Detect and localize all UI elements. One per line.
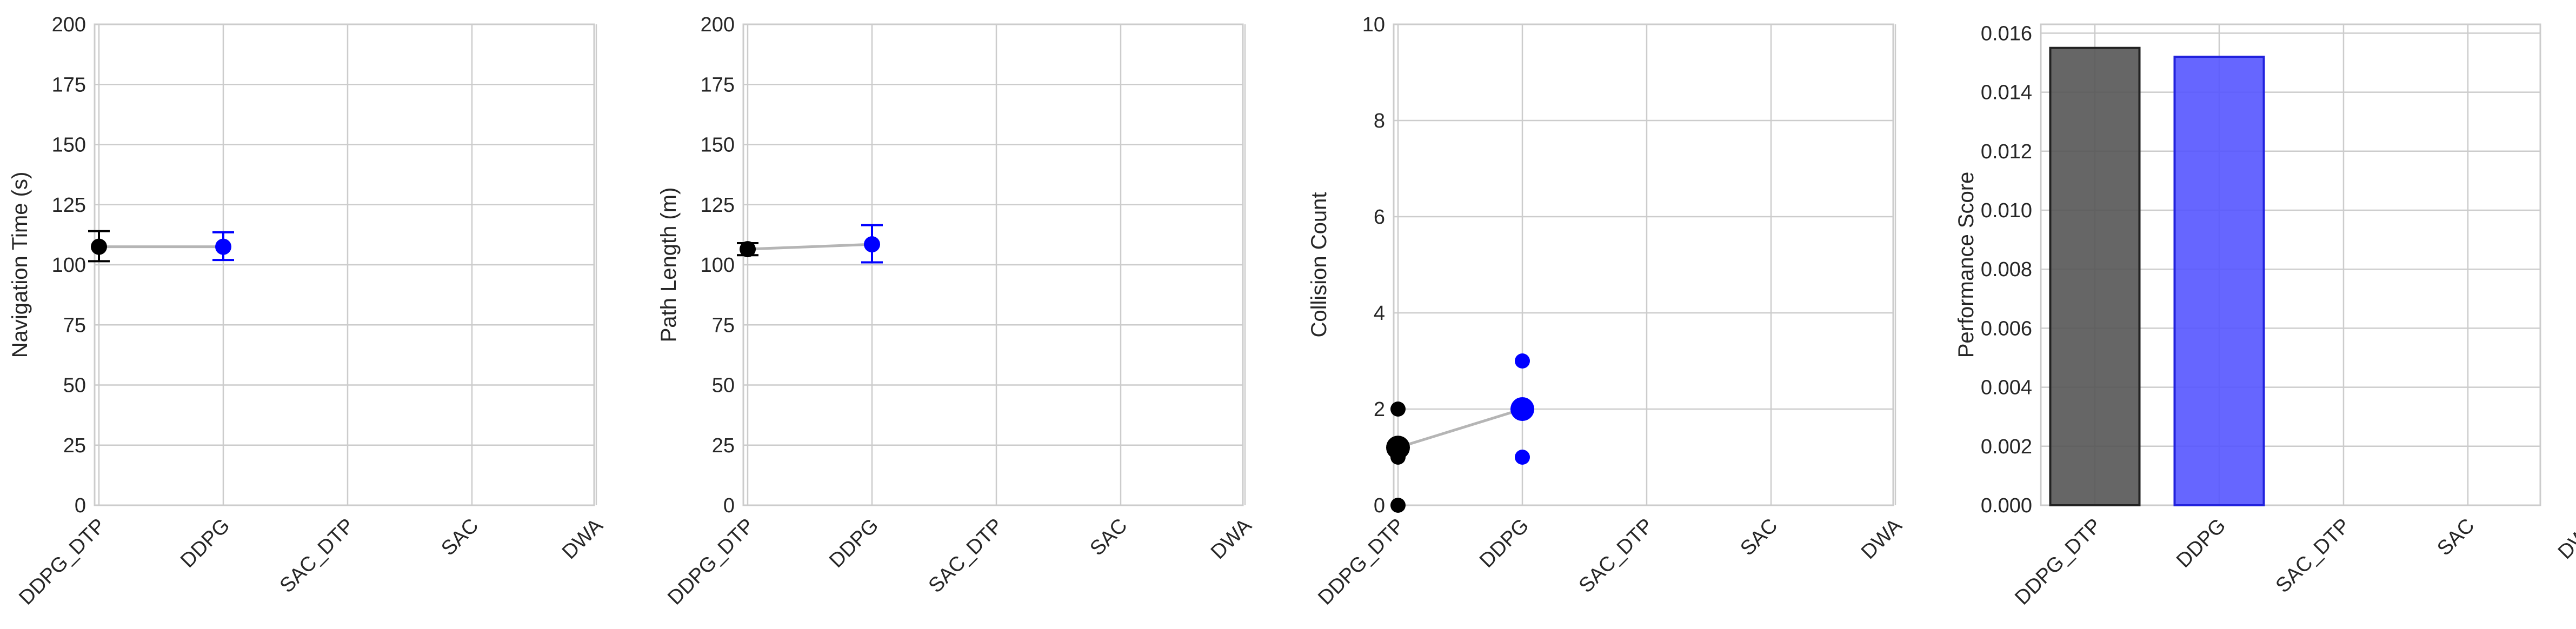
mean-trend-line xyxy=(1397,407,1523,449)
y-tick-label: 50 xyxy=(712,374,735,397)
performance-score-chart: 0.000 0.002 0.004 0.006 0.008 0.010 0.012 0.014… xyxy=(1954,22,2576,609)
y-tick-label: 0.006 xyxy=(1981,317,2032,340)
y-axis-label: Navigation Time (s) xyxy=(8,172,32,358)
y-tick-label: 0.008 xyxy=(1981,258,2032,281)
mean-point-ddpg-dtp xyxy=(1386,436,1410,460)
bar-ddpg xyxy=(2173,56,2265,507)
x-tick-label: SAC xyxy=(1736,514,1782,560)
y-tick-label: 8 xyxy=(1374,110,1385,132)
x-tick-label: DDPG_DTP xyxy=(1314,514,1409,610)
y-tick-label: 0.000 xyxy=(1981,494,2032,517)
x-tick-label: SAC xyxy=(437,514,483,560)
y-tick-label: 2 xyxy=(1374,398,1385,421)
x-tick-label: SAC xyxy=(2433,514,2479,560)
y-tick-label: 75 xyxy=(712,314,735,337)
x-tick-label: DDPG xyxy=(825,514,883,572)
sample-point-ddpg xyxy=(1515,353,1530,369)
y-tick-label: 0 xyxy=(1374,494,1385,517)
collision-count-chart: 0 2 4 6 8 10 DDPG_DTP DDPG SAC_DTP SAC DWA Collisio… xyxy=(1307,14,1907,610)
x-tick-label: SAC xyxy=(1086,514,1131,560)
x-tick-label: DWA xyxy=(1207,514,1256,564)
y-tick-label: 150 xyxy=(701,134,735,157)
y-tick-label: 125 xyxy=(52,194,86,217)
y-axis-label: Path Length (m) xyxy=(657,188,681,343)
x-tick-label: DDPG xyxy=(2172,514,2230,572)
mean-point-ddpg-dtp xyxy=(91,238,107,255)
y-tick-label: 200 xyxy=(52,14,86,36)
x-tick-label: DDPG xyxy=(1475,514,1533,572)
y-tick-label: 50 xyxy=(63,374,86,397)
y-tick-label: 0.004 xyxy=(1981,377,2032,399)
mean-point-ddpg xyxy=(1510,397,1534,421)
y-tick-label: 100 xyxy=(701,254,735,277)
sample-point-ddpg-dtp xyxy=(1390,402,1406,417)
sample-point-ddpg xyxy=(1515,450,1530,465)
y-tick-label: 150 xyxy=(52,134,86,157)
y-tick-label: 0.016 xyxy=(1981,22,2032,45)
plot-frame xyxy=(2040,23,2541,506)
y-tick-label: 175 xyxy=(52,73,86,96)
x-tick-label: DWA xyxy=(2554,514,2576,564)
x-tick-label: SAC_DTP xyxy=(924,514,1008,598)
y-tick-label: 0.012 xyxy=(1981,140,2032,163)
y-tick-label: 0.002 xyxy=(1981,436,2032,458)
mean-point-ddpg xyxy=(864,236,880,253)
y-tick-label: 6 xyxy=(1374,206,1385,229)
y-axis-label: Collision Count xyxy=(1307,192,1331,337)
y-tick-label: 4 xyxy=(1374,302,1385,325)
mean-point-ddpg xyxy=(215,238,231,255)
x-tick-label: DDPG_DTP xyxy=(15,514,110,610)
x-tick-label: SAC_DTP xyxy=(2272,514,2355,598)
y-tick-label: 200 xyxy=(701,14,735,36)
y-tick-label: 75 xyxy=(63,314,86,337)
mean-point-ddpg-dtp xyxy=(740,241,756,258)
y-tick-label: 0 xyxy=(75,494,86,517)
x-tick-label: DDPG xyxy=(176,514,234,572)
x-tick-label: DDPG_DTP xyxy=(663,514,758,610)
y-tick-label: 0 xyxy=(723,494,735,517)
plot-frame xyxy=(742,23,1244,506)
path-length-chart: 0 25 50 75 100 125 150 175 200 DDPG_DTP DDPG SAC_DT… xyxy=(657,14,1256,610)
y-tick-label: 25 xyxy=(63,434,86,457)
navigation-time-chart: 0 25 50 75 100 125 150 175 200 DDPG_DTP DDPG SAC_DT… xyxy=(8,14,608,610)
bar-ddpg-dtp xyxy=(2049,46,2141,507)
x-tick-label: SAC_DTP xyxy=(276,514,359,598)
plot-frame xyxy=(94,23,595,506)
y-tick-label: 100 xyxy=(52,254,86,277)
y-tick-label: 25 xyxy=(712,434,735,457)
y-tick-label: 0.014 xyxy=(1981,82,2032,104)
x-tick-label: SAC_DTP xyxy=(1575,514,1658,598)
y-tick-label: 10 xyxy=(1362,14,1385,36)
x-tick-label: DDPG_DTP xyxy=(2011,514,2106,610)
sample-point-ddpg-dtp xyxy=(1390,498,1406,513)
x-tick-label: DWA xyxy=(558,514,608,564)
y-axis-label: Performance Score xyxy=(1954,172,1978,358)
y-tick-label: 175 xyxy=(701,73,735,96)
y-tick-label: 125 xyxy=(701,194,735,217)
mean-trend-line xyxy=(747,243,873,251)
y-tick-label: 0.010 xyxy=(1981,199,2032,222)
plot-frame xyxy=(1393,23,1894,506)
x-tick-label: DWA xyxy=(1857,514,1907,564)
